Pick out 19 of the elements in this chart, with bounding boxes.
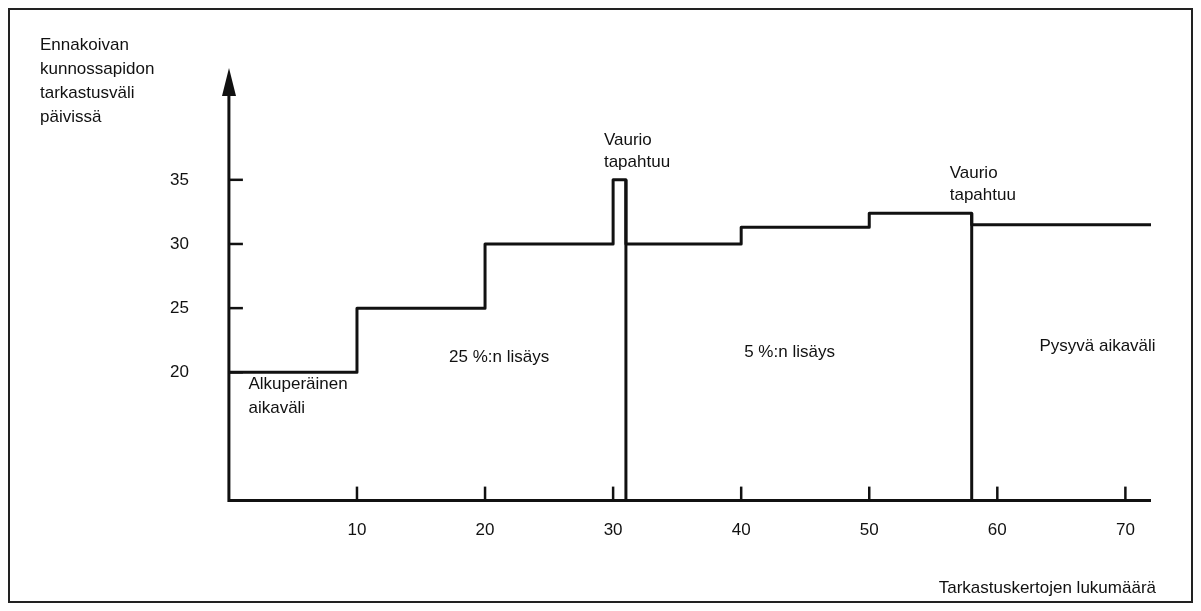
x-tick-label: 50 — [859, 520, 879, 540]
x-tick-label: 10 — [347, 520, 367, 540]
ref-line-label: Vaurio tapahtuu — [949, 162, 1016, 204]
x-tick-label: 60 — [987, 520, 1007, 540]
y-tick-label: 20 — [169, 361, 189, 381]
annotation: Alkuperäinen aikaväli — [248, 373, 348, 417]
ref-line-label: Vaurio tapahtuu — [603, 129, 671, 171]
y-tick-label: 25 — [169, 297, 189, 317]
x-tick-label: 30 — [603, 520, 623, 540]
x-tick-label: 70 — [1115, 520, 1135, 540]
annotation: 5 %:n lisäys — [744, 342, 835, 362]
x-tick-label: 20 — [475, 520, 495, 540]
y-tick-label: 30 — [169, 233, 189, 253]
annotation: Pysyvä aikaväli — [1039, 336, 1156, 356]
y-tick-label: 35 — [169, 169, 189, 189]
x-tick-label: 40 — [731, 520, 751, 540]
y-axis-title: Ennakoivan kunnossapidon tarkastusväli päivissä — [40, 34, 155, 126]
x-axis-title: Tarkastuskertojen lukumäärä — [938, 578, 1157, 598]
annotation: 25 %:n lisäys — [449, 346, 550, 366]
